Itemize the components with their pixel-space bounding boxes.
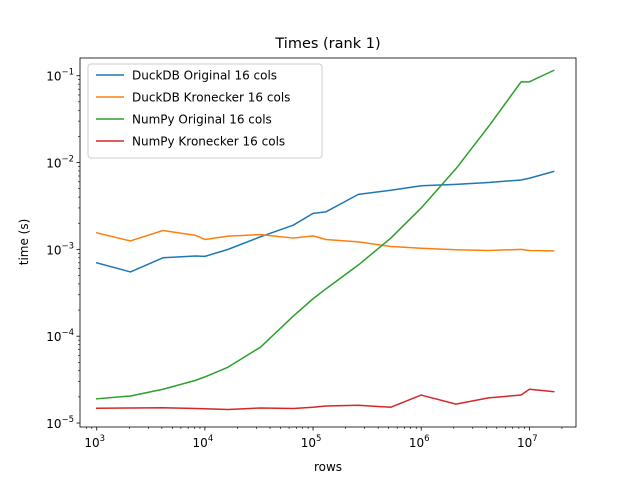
series-line-3 <box>95 69 555 400</box>
x-tick-label: 104 <box>193 434 214 450</box>
x-tick-label: 107 <box>517 434 538 450</box>
series-line-1 <box>95 170 555 273</box>
legend-entry-label: DuckDB Original 16 cols <box>132 69 277 83</box>
chart-title: Times (rank 1) <box>274 36 380 52</box>
x-tick-label: 103 <box>84 434 105 450</box>
x-tick-label: 106 <box>409 434 430 450</box>
y-tick-label: 10−3 <box>46 241 74 257</box>
legend-entry-label: NumPy Original 16 cols <box>132 113 272 127</box>
y-tick-label: 10−1 <box>46 68 74 84</box>
legend-entry-label: DuckDB Kronecker 16 cols <box>132 91 290 105</box>
x-axis-label: rows <box>314 460 342 474</box>
series-layer <box>95 69 555 411</box>
x-axis: 103 104 105 106 107 <box>84 427 563 450</box>
plot-frame <box>79 57 577 428</box>
legend-entry-label: NumPy Kronecker 16 cols <box>132 135 285 149</box>
series-line-4 <box>95 388 555 411</box>
legend: DuckDB Original 16 cols DuckDB Kronecker … <box>87 63 323 159</box>
y-axis: 10−5 10−4 10−3 10−2 10−1 <box>46 68 80 431</box>
plot-area <box>79 57 577 428</box>
y-tick-label: 10−4 <box>46 328 74 344</box>
y-axis-label: time (s) <box>17 219 31 266</box>
y-tick-label: 10−5 <box>46 415 74 431</box>
series-line-2 <box>95 229 555 252</box>
y-tick-label: 10−2 <box>46 155 74 171</box>
legend-box <box>87 63 323 159</box>
x-tick-label: 105 <box>301 434 322 450</box>
